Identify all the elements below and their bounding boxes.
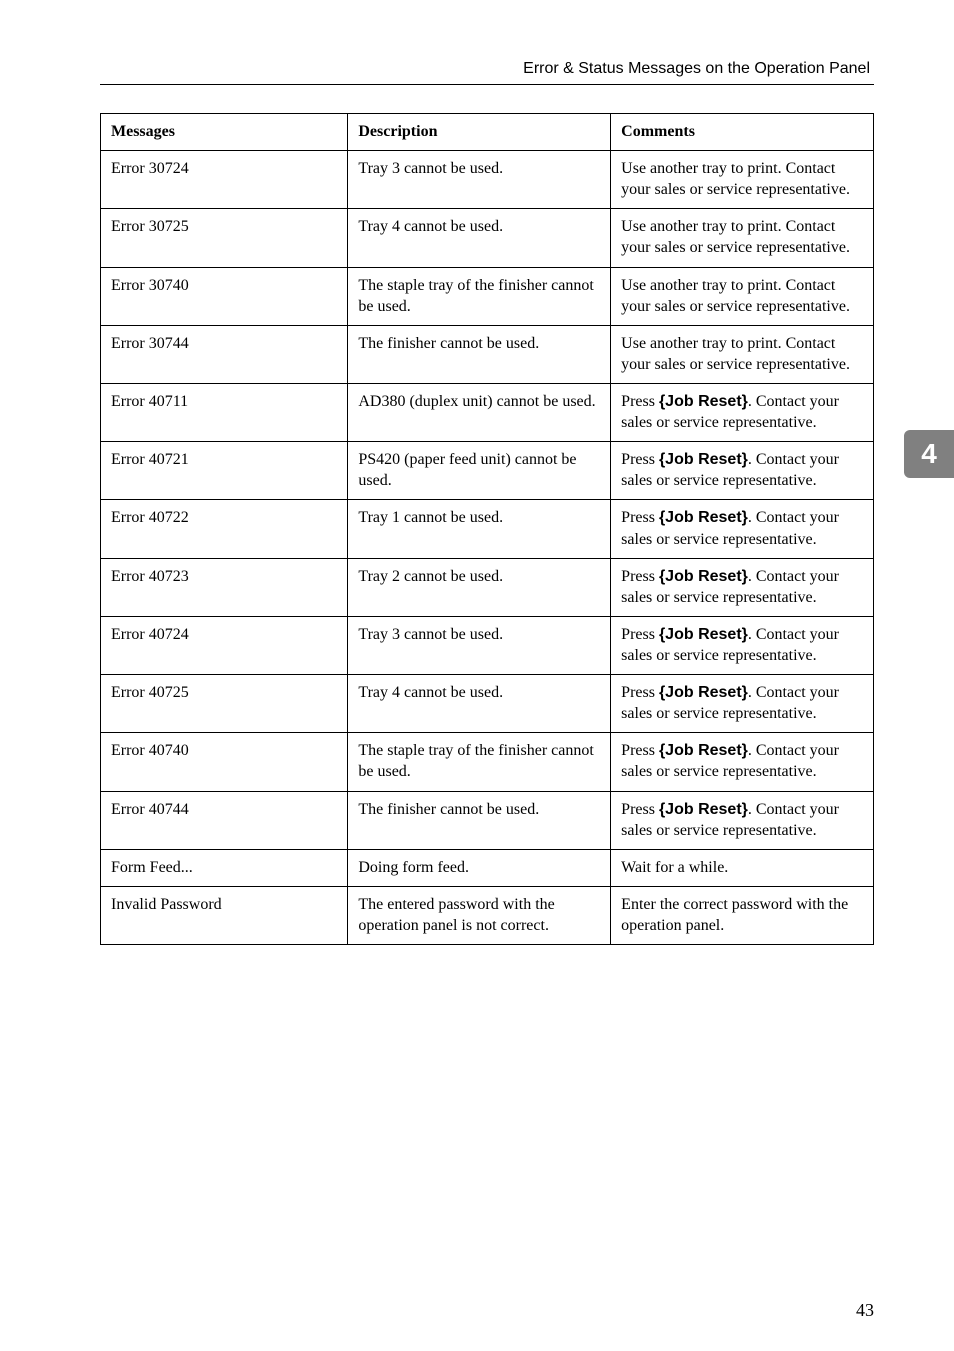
comment-pre: Enter the correct password with the oper… — [621, 896, 848, 934]
job-reset-key: {Job Reset} — [659, 393, 748, 410]
table-header-row: Messages Description Comments — [101, 114, 874, 151]
cell-comments: Press {Job Reset}. Contact your sales or… — [611, 558, 874, 616]
table-row: Error 40723 Tray 2 cannot be used. Press… — [101, 558, 874, 616]
cell-message: Error 40744 — [101, 791, 348, 849]
cell-comments: Press {Job Reset}. Contact your sales or… — [611, 442, 874, 500]
col-header-description: Description — [348, 114, 611, 151]
table-row: Error 30725 Tray 4 cannot be used. Use a… — [101, 209, 874, 267]
cell-comments: Enter the correct password with the oper… — [611, 886, 874, 944]
comment-pre: Use another tray to print. Contact your … — [621, 218, 850, 256]
cell-comments: Use another tray to print. Contact your … — [611, 209, 874, 267]
cell-message: Error 40722 — [101, 500, 348, 558]
job-reset-key: {Job Reset} — [659, 451, 748, 468]
cell-message: Invalid Password — [101, 886, 348, 944]
table-row: Form Feed... Doing form feed. Wait for a… — [101, 849, 874, 886]
job-reset-key: {Job Reset} — [659, 742, 748, 759]
comment-pre: Use another tray to print. Contact your … — [621, 335, 850, 373]
table-row: Error 40725 Tray 4 cannot be used. Press… — [101, 675, 874, 733]
table-row: Error 40744 The finisher cannot be used.… — [101, 791, 874, 849]
page-container: Error & Status Messages on the Operation… — [0, 0, 954, 1351]
cell-message: Error 40724 — [101, 616, 348, 674]
cell-comments: Press {Job Reset}. Contact your sales or… — [611, 733, 874, 791]
cell-description: Doing form feed. — [348, 849, 611, 886]
cell-message: Error 40725 — [101, 675, 348, 733]
job-reset-key: {Job Reset} — [659, 509, 748, 526]
col-header-comments: Comments — [611, 114, 874, 151]
table-row: Error 30744 The finisher cannot be used.… — [101, 325, 874, 383]
comment-pre: Use another tray to print. Contact your … — [621, 160, 850, 198]
cell-comments: Press {Job Reset}. Contact your sales or… — [611, 383, 874, 441]
job-reset-key: {Job Reset} — [659, 568, 748, 585]
table-row: Error 40724 Tray 3 cannot be used. Press… — [101, 616, 874, 674]
job-reset-key: {Job Reset} — [659, 626, 748, 643]
section-tab: 4 — [904, 430, 954, 478]
cell-description: The staple tray of the finisher cannot b… — [348, 733, 611, 791]
comment-pre: Press — [621, 509, 659, 526]
cell-message: Error 30725 — [101, 209, 348, 267]
cell-description: PS420 (paper feed unit) cannot be used. — [348, 442, 611, 500]
cell-description: Tray 3 cannot be used. — [348, 616, 611, 674]
cell-message: Form Feed... — [101, 849, 348, 886]
cell-comments: Press {Job Reset}. Contact your sales or… — [611, 500, 874, 558]
messages-table: Messages Description Comments Error 3072… — [100, 113, 874, 945]
cell-description: The staple tray of the finisher cannot b… — [348, 267, 611, 325]
comment-pre: Press — [621, 393, 659, 410]
comment-pre: Press — [621, 626, 659, 643]
cell-message: Error 30744 — [101, 325, 348, 383]
table-row: Error 40711 AD380 (duplex unit) cannot b… — [101, 383, 874, 441]
cell-message: Error 40740 — [101, 733, 348, 791]
cell-comments: Use another tray to print. Contact your … — [611, 325, 874, 383]
cell-message: Error 40723 — [101, 558, 348, 616]
cell-comments: Use another tray to print. Contact your … — [611, 151, 874, 209]
cell-comments: Press {Job Reset}. Contact your sales or… — [611, 791, 874, 849]
job-reset-key: {Job Reset} — [659, 801, 748, 818]
header-title: Error & Status Messages on the Operation… — [100, 60, 874, 84]
cell-description: The finisher cannot be used. — [348, 791, 611, 849]
cell-message: Error 30724 — [101, 151, 348, 209]
comment-pre: Press — [621, 801, 659, 818]
cell-comments: Wait for a while. — [611, 849, 874, 886]
table-body: Error 30724 Tray 3 cannot be used. Use a… — [101, 151, 874, 945]
comment-pre: Wait for a while. — [621, 859, 728, 876]
cell-description: AD380 (duplex unit) cannot be used. — [348, 383, 611, 441]
comment-pre: Press — [621, 568, 659, 585]
cell-description: The finisher cannot be used. — [348, 325, 611, 383]
table-row: Error 30740 The staple tray of the finis… — [101, 267, 874, 325]
table-row: Error 40740 The staple tray of the finis… — [101, 733, 874, 791]
cell-comments: Press {Job Reset}. Contact your sales or… — [611, 616, 874, 674]
comment-pre: Press — [621, 451, 659, 468]
cell-description: The entered password with the operation … — [348, 886, 611, 944]
table-row: Error 30724 Tray 3 cannot be used. Use a… — [101, 151, 874, 209]
cell-description: Tray 4 cannot be used. — [348, 209, 611, 267]
comment-pre: Use another tray to print. Contact your … — [621, 277, 850, 315]
cell-comments: Press {Job Reset}. Contact your sales or… — [611, 675, 874, 733]
table-row: Error 40721 PS420 (paper feed unit) cann… — [101, 442, 874, 500]
comment-pre: Press — [621, 742, 659, 759]
cell-message: Error 30740 — [101, 267, 348, 325]
comment-pre: Press — [621, 684, 659, 701]
cell-comments: Use another tray to print. Contact your … — [611, 267, 874, 325]
cell-message: Error 40711 — [101, 383, 348, 441]
cell-message: Error 40721 — [101, 442, 348, 500]
cell-description: Tray 2 cannot be used. — [348, 558, 611, 616]
page-number: 43 — [856, 1300, 874, 1321]
col-header-messages: Messages — [101, 114, 348, 151]
cell-description: Tray 1 cannot be used. — [348, 500, 611, 558]
table-row: Invalid Password The entered password wi… — [101, 886, 874, 944]
cell-description: Tray 3 cannot be used. — [348, 151, 611, 209]
job-reset-key: {Job Reset} — [659, 684, 748, 701]
cell-description: Tray 4 cannot be used. — [348, 675, 611, 733]
table-row: Error 40722 Tray 1 cannot be used. Press… — [101, 500, 874, 558]
header-rule — [100, 84, 874, 85]
